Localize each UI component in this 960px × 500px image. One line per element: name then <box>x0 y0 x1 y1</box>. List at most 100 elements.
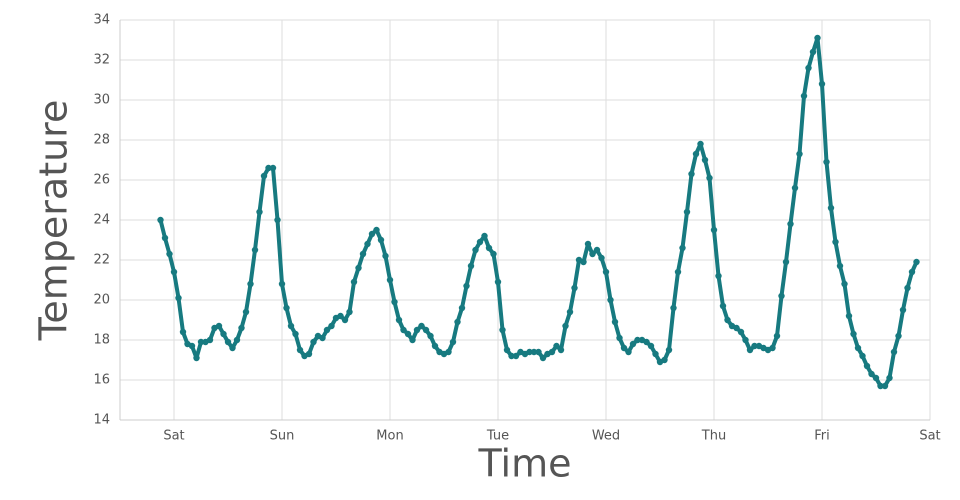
point <box>247 280 254 288</box>
point <box>454 318 461 326</box>
point <box>242 308 250 316</box>
point <box>863 362 871 370</box>
point <box>355 264 362 272</box>
point <box>418 322 425 330</box>
y-axis-title: Temperature <box>32 100 76 342</box>
point <box>413 326 421 334</box>
point <box>472 246 479 254</box>
point <box>688 170 695 178</box>
point <box>683 208 691 216</box>
point <box>449 338 457 346</box>
point <box>161 234 169 242</box>
point <box>584 240 592 248</box>
point <box>323 326 331 334</box>
point <box>310 338 317 346</box>
point <box>197 338 205 346</box>
point <box>895 332 902 340</box>
point <box>539 354 547 362</box>
point <box>364 240 371 248</box>
point <box>890 348 898 356</box>
point <box>445 348 452 356</box>
point <box>166 250 173 258</box>
point <box>175 294 182 302</box>
point <box>508 352 515 360</box>
point <box>899 306 907 314</box>
point <box>872 374 880 382</box>
point <box>535 348 542 356</box>
point <box>422 326 430 334</box>
y-tick-label: 22 <box>93 253 110 268</box>
point <box>733 324 740 332</box>
point <box>260 172 268 180</box>
point <box>625 348 632 356</box>
point <box>463 282 470 290</box>
point <box>157 216 164 224</box>
point <box>782 258 790 266</box>
point <box>665 346 673 354</box>
point <box>827 204 835 212</box>
point <box>647 342 655 350</box>
point <box>274 216 281 224</box>
point <box>706 174 713 182</box>
point <box>607 296 614 304</box>
point <box>476 238 484 246</box>
point <box>193 354 200 362</box>
point <box>467 262 475 270</box>
point <box>805 64 812 72</box>
y-tick-label: 30 <box>93 93 110 108</box>
point <box>697 140 704 148</box>
x-tick-label: Sat <box>919 429 940 444</box>
point <box>859 352 866 360</box>
point <box>854 344 862 352</box>
point <box>341 316 349 324</box>
point <box>346 308 353 316</box>
point <box>823 158 830 166</box>
x-tick-label: Thu <box>701 429 726 444</box>
point <box>251 246 259 254</box>
x-tick-label: Mon <box>376 429 403 444</box>
point <box>661 356 668 364</box>
point <box>598 254 605 262</box>
point <box>773 332 781 340</box>
point <box>616 334 623 342</box>
point <box>580 258 587 266</box>
point <box>737 328 745 336</box>
x-tick-label: Fri <box>814 429 830 444</box>
point <box>602 268 610 276</box>
point <box>431 342 439 350</box>
point <box>287 322 295 330</box>
point <box>458 304 466 312</box>
point <box>629 340 637 348</box>
point <box>562 322 569 330</box>
point <box>611 318 619 326</box>
point <box>359 250 367 258</box>
point <box>305 350 313 358</box>
point <box>553 342 560 350</box>
y-tick-label: 24 <box>93 213 110 228</box>
point <box>265 164 272 172</box>
point <box>881 382 889 390</box>
point <box>701 156 709 164</box>
point <box>809 48 817 56</box>
point <box>220 330 227 338</box>
x-tick-label: Wed <box>592 429 620 444</box>
point <box>566 308 574 316</box>
point <box>373 226 380 234</box>
y-tick-label: 34 <box>93 13 110 28</box>
point <box>791 184 799 192</box>
point <box>377 236 385 244</box>
point <box>427 332 434 340</box>
point <box>494 278 502 286</box>
point <box>499 326 506 334</box>
point <box>557 346 565 354</box>
point <box>841 280 848 288</box>
point <box>620 344 628 352</box>
point <box>548 348 556 356</box>
point <box>634 336 641 344</box>
y-tick-label: 26 <box>93 173 110 188</box>
point <box>269 164 277 172</box>
point <box>328 322 335 330</box>
point <box>481 232 488 240</box>
point <box>238 324 245 332</box>
